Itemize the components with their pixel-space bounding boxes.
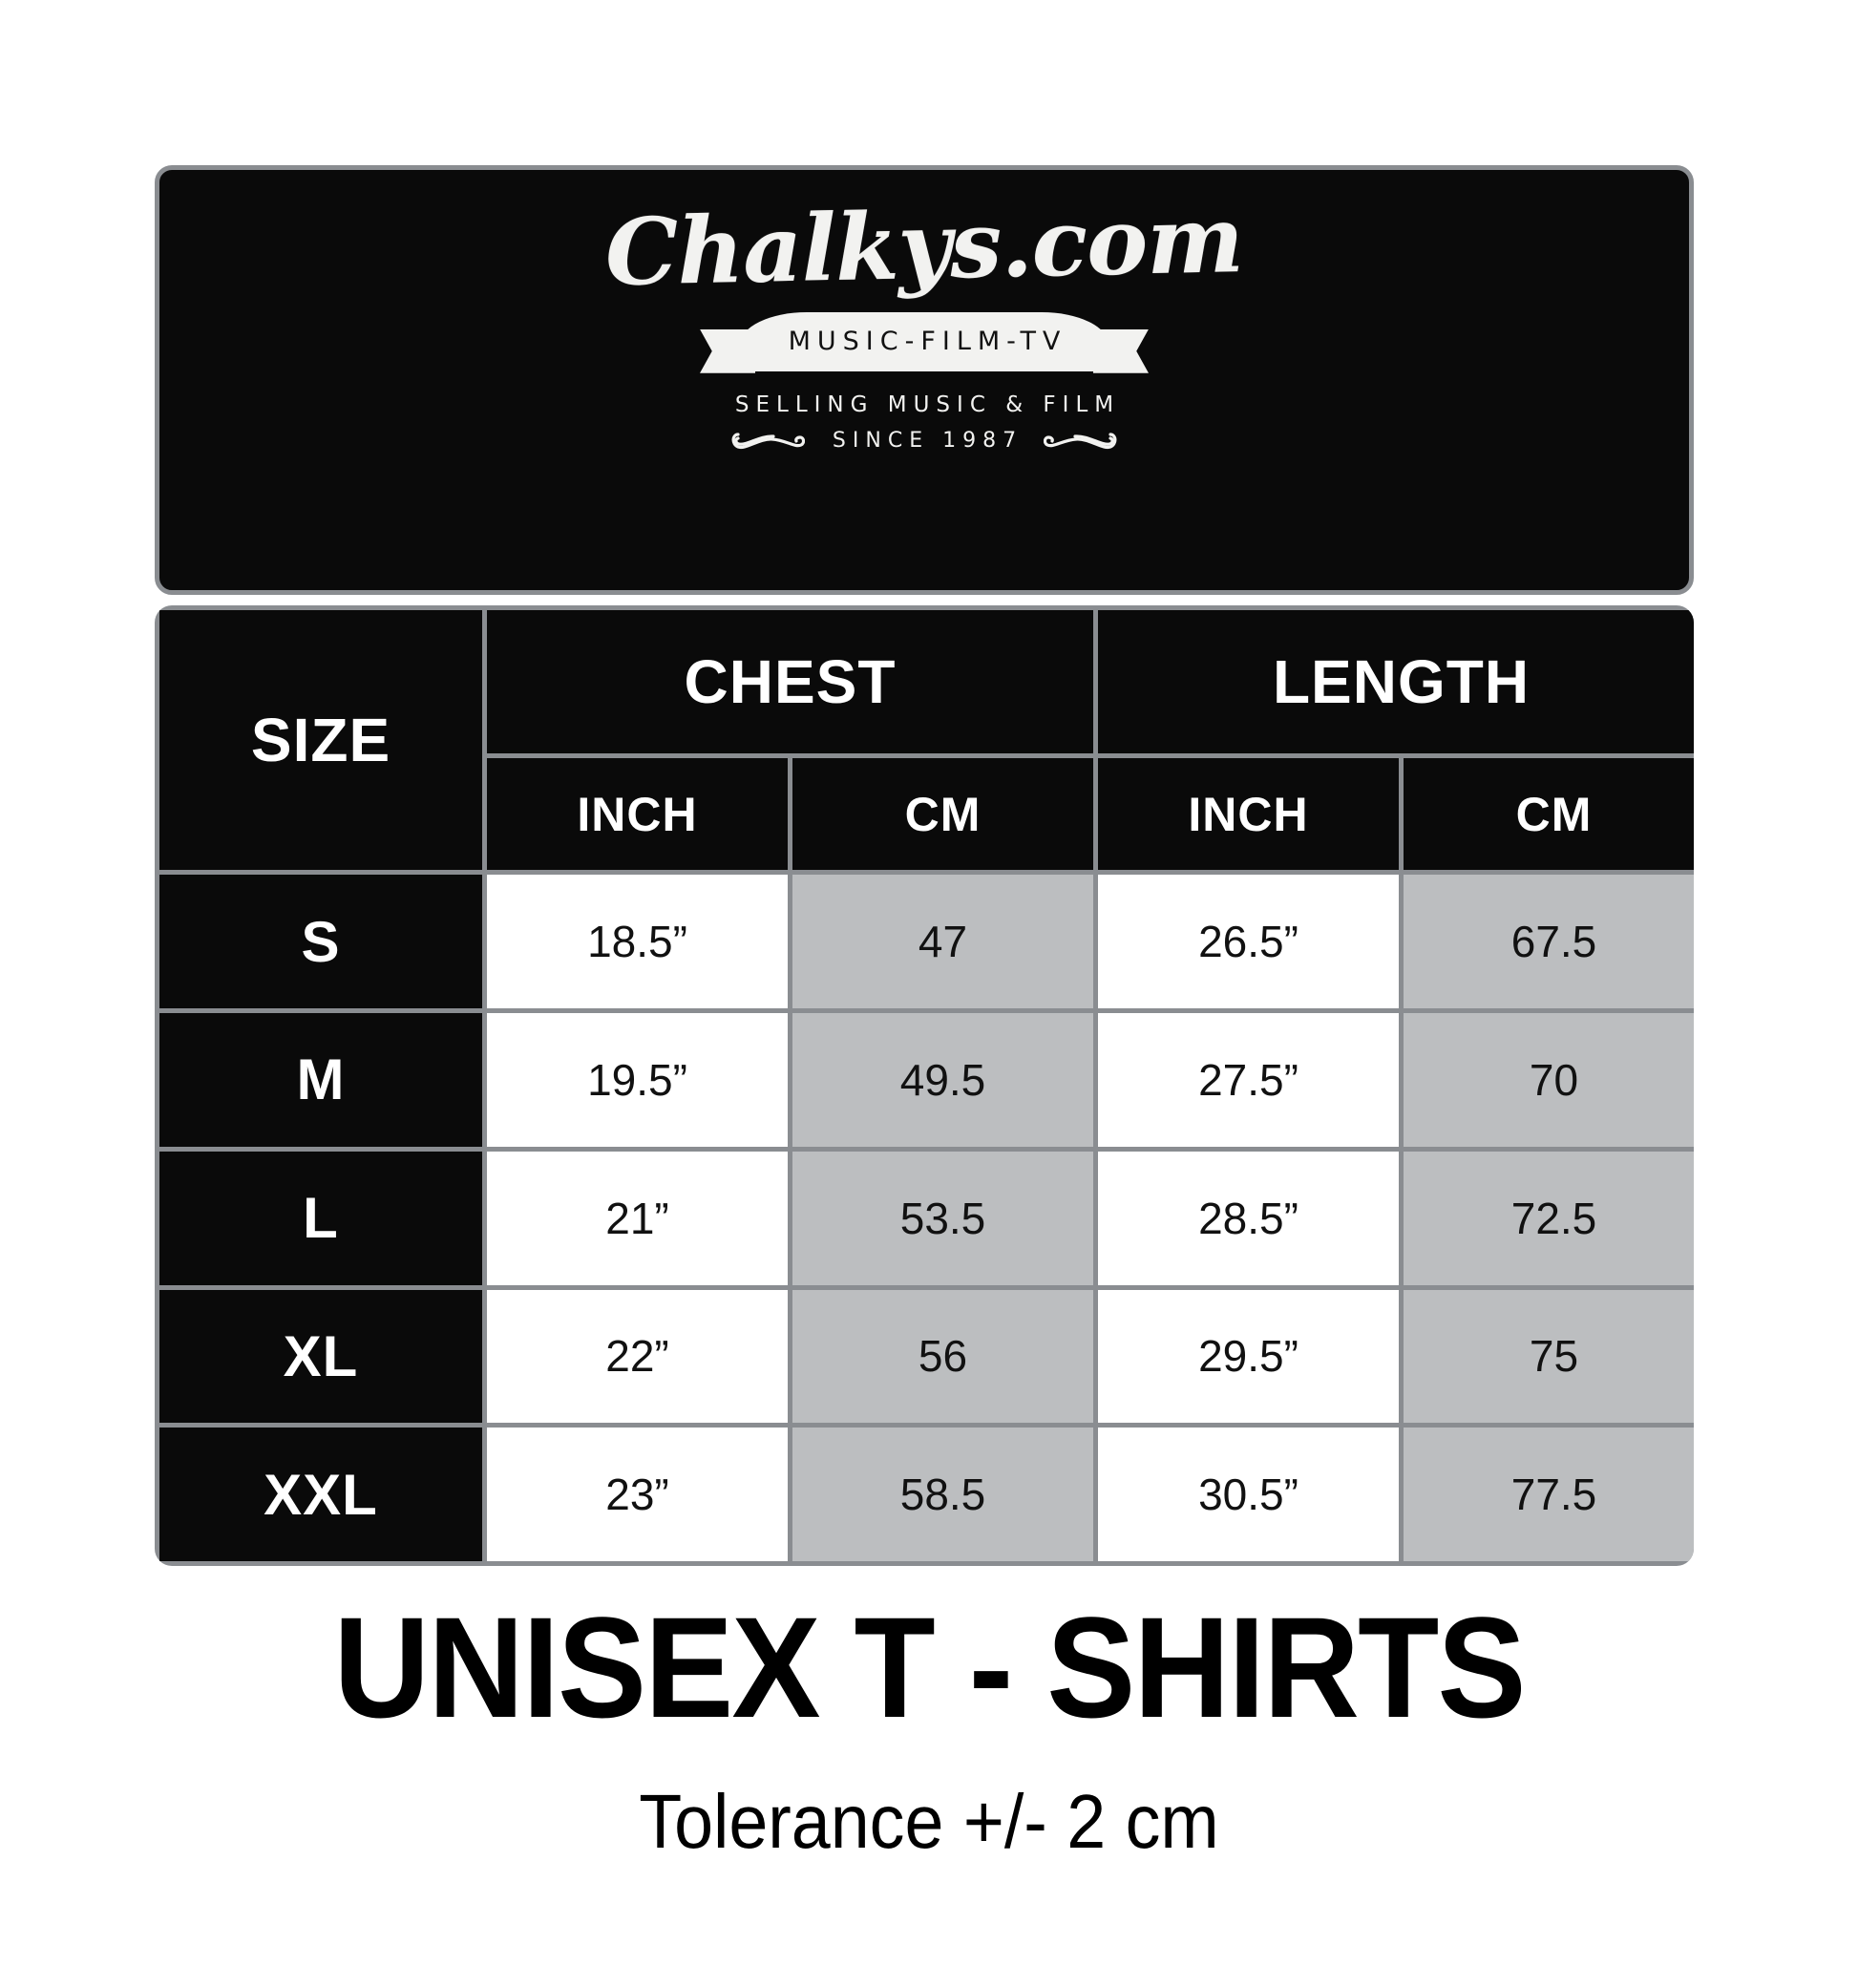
header-chest-cm: CM <box>792 757 1093 871</box>
table-header-row-groups: SIZE CHEST LENGTH <box>159 610 1694 871</box>
cell-chest-inch: 19.5” <box>487 1013 788 1147</box>
row-size-label: S <box>159 875 482 1009</box>
flourish-right-icon <box>1044 433 1117 449</box>
cell-length-cm: 72.5 <box>1404 1151 1694 1285</box>
cell-chest-inch: 22” <box>487 1289 788 1424</box>
ribbon-label: MUSIC-FILM-TV <box>788 327 1067 357</box>
header-length-inch: INCH <box>1098 757 1399 871</box>
brand-logo-stack: Chalkys.com MUSIC-FILM-TV SELLING MUSIC … <box>159 185 1689 454</box>
header-group-length: LENGTH <box>1098 610 1694 753</box>
size-chart-table: SIZE CHEST LENGTH INCH CM INCH CM S 18.5… <box>155 605 1694 1566</box>
cell-chest-cm: 58.5 <box>792 1428 1093 1561</box>
brand-tagline: SELLING MUSIC & FILM <box>734 391 1121 417</box>
table-row: XXL 23” 58.5 30.5” 77.5 <box>159 1428 1694 1561</box>
brand-since-row: SINCE 1987 <box>730 429 1118 454</box>
cell-length-inch: 29.5” <box>1098 1289 1399 1424</box>
cell-length-cm: 75 <box>1404 1289 1694 1424</box>
table-row: S 18.5” 47 26.5” 67.5 <box>159 875 1694 1009</box>
cell-chest-cm: 47 <box>792 875 1093 1009</box>
cell-length-inch: 28.5” <box>1098 1151 1399 1285</box>
cell-length-cm: 77.5 <box>1404 1428 1694 1561</box>
table-row: XL 22” 56 29.5” 75 <box>159 1289 1694 1424</box>
cell-chest-cm: 53.5 <box>792 1151 1093 1285</box>
row-size-label: L <box>159 1151 482 1285</box>
brand-logo-panel: Chalkys.com MUSIC-FILM-TV SELLING MUSIC … <box>155 165 1694 595</box>
flourish-left-icon <box>731 433 805 449</box>
row-size-label: XL <box>159 1289 482 1424</box>
cell-length-cm: 70 <box>1404 1013 1694 1147</box>
row-size-label: XXL <box>159 1428 482 1561</box>
cell-length-inch: 30.5” <box>1098 1428 1399 1561</box>
table-row: L 21” 53.5 28.5” 72.5 <box>159 1151 1694 1285</box>
cell-chest-cm: 56 <box>792 1289 1093 1424</box>
header-group-chest: CHEST <box>487 610 1093 753</box>
product-title: UNISEX T - SHIRTS <box>333 1587 1526 1747</box>
table-row: M 19.5” 49.5 27.5” 70 <box>159 1013 1694 1147</box>
header-length-cm: CM <box>1404 757 1694 871</box>
brand-ribbon: MUSIC-FILM-TV <box>700 310 1149 381</box>
ribbon-body: MUSIC-FILM-TV <box>740 311 1108 371</box>
row-size-label: M <box>159 1013 482 1147</box>
cell-chest-inch: 18.5” <box>487 875 788 1009</box>
cell-length-inch: 26.5” <box>1098 875 1399 1009</box>
cell-length-cm: 67.5 <box>1404 875 1694 1009</box>
cell-chest-inch: 23” <box>487 1428 788 1561</box>
header-chest-inch: INCH <box>487 757 788 871</box>
brand-since-label: SINCE 1987 <box>832 429 1024 454</box>
table-header-row-units: INCH CM INCH CM <box>159 757 1694 871</box>
tolerance-note: Tolerance +/- 2 cm <box>639 1779 1219 1864</box>
cell-chest-inch: 21” <box>487 1151 788 1285</box>
size-chart-table-wrapper: SIZE CHEST LENGTH INCH CM INCH CM S 18.5… <box>155 605 1694 1566</box>
cell-length-inch: 27.5” <box>1098 1013 1399 1147</box>
brand-wordmark: Chalkys.com <box>604 185 1244 307</box>
header-size: SIZE <box>159 610 482 871</box>
cell-chest-cm: 49.5 <box>792 1013 1093 1147</box>
